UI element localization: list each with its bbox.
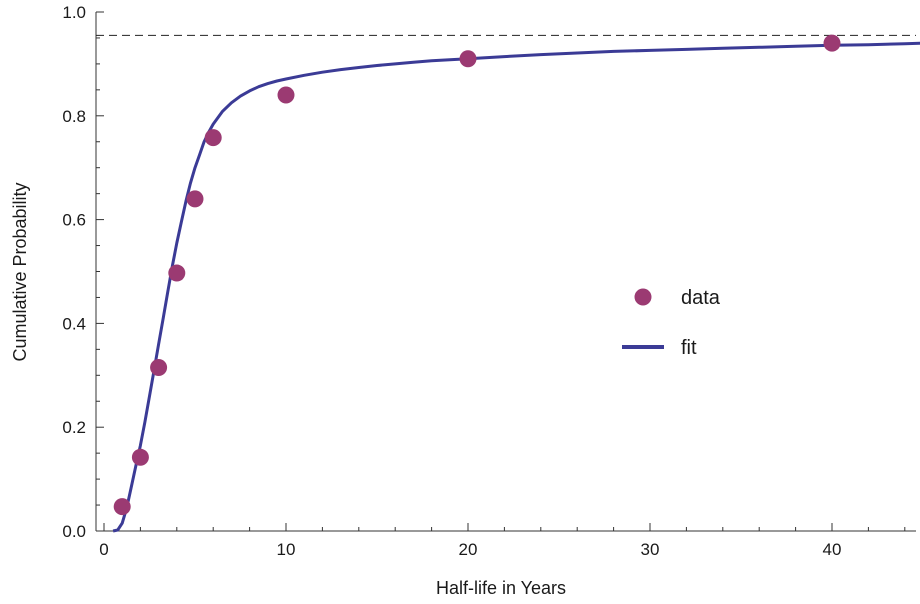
data-point: [150, 359, 168, 377]
y-tick-label: 0.6: [62, 211, 86, 230]
x-tick-label: 20: [459, 540, 478, 559]
legend-data-label: data: [681, 287, 721, 309]
y-tick-label: 0.2: [62, 418, 86, 437]
data-point: [131, 448, 149, 466]
data-point: [823, 34, 841, 52]
y-tick-label: 0.4: [62, 314, 86, 333]
y-tick-label: 0.8: [62, 107, 86, 126]
data-point: [113, 498, 131, 516]
axes-frame: [95, 12, 916, 532]
x-tick-label: 40: [823, 540, 842, 559]
data-point: [168, 264, 186, 282]
x-tick-label: 0: [99, 540, 108, 559]
x-tick-label: 10: [277, 540, 296, 559]
legend-fit-label: fit: [681, 337, 697, 359]
data-point: [186, 190, 204, 208]
data-point: [459, 50, 477, 68]
fit-series-line: [112, 41, 920, 533]
y-tick-label: 0.0: [62, 522, 86, 541]
y-axis-label: Cumulative Probability: [10, 182, 30, 361]
x-tick-label: 30: [641, 540, 660, 559]
fit-layer: [112, 41, 920, 533]
x-axis-label: Half-life in Years: [436, 578, 566, 598]
data-points-layer: [113, 34, 841, 516]
data-point: [204, 129, 222, 147]
legend-data-marker: [634, 288, 652, 306]
legend: data fit: [622, 287, 721, 359]
axis-ticks: 0 10 20 30 40 0.0 0.2 0.4 0.6 0.8 1.0: [62, 3, 906, 559]
y-tick-label: 1.0: [62, 3, 86, 22]
data-point: [277, 86, 295, 104]
